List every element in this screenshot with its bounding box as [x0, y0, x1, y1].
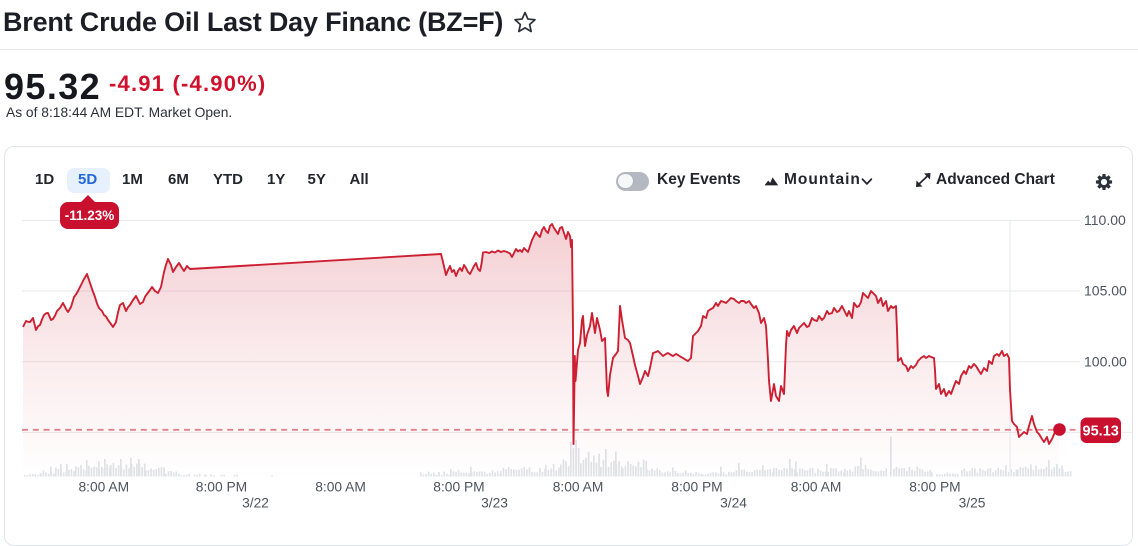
svg-text:3/23: 3/23: [481, 496, 508, 511]
svg-text:8:00 AM: 8:00 AM: [78, 480, 129, 495]
svg-text:8:00 AM: 8:00 AM: [315, 480, 366, 495]
svg-text:8:00 AM: 8:00 AM: [791, 480, 842, 495]
svg-text:8:00 PM: 8:00 PM: [433, 480, 484, 495]
svg-text:100.00: 100.00: [1084, 353, 1127, 369]
svg-text:3/22: 3/22: [242, 496, 269, 511]
svg-text:8:00 AM: 8:00 AM: [553, 480, 604, 495]
svg-text:95.13: 95.13: [1083, 423, 1119, 439]
svg-text:3/24: 3/24: [720, 496, 747, 511]
svg-text:8:00 PM: 8:00 PM: [671, 480, 722, 495]
svg-text:105.00: 105.00: [1084, 283, 1127, 299]
svg-text:110.00: 110.00: [1084, 212, 1126, 228]
svg-text:8:00 PM: 8:00 PM: [909, 480, 960, 495]
svg-text:8:00 PM: 8:00 PM: [196, 480, 247, 495]
svg-text:3/25: 3/25: [959, 496, 986, 511]
